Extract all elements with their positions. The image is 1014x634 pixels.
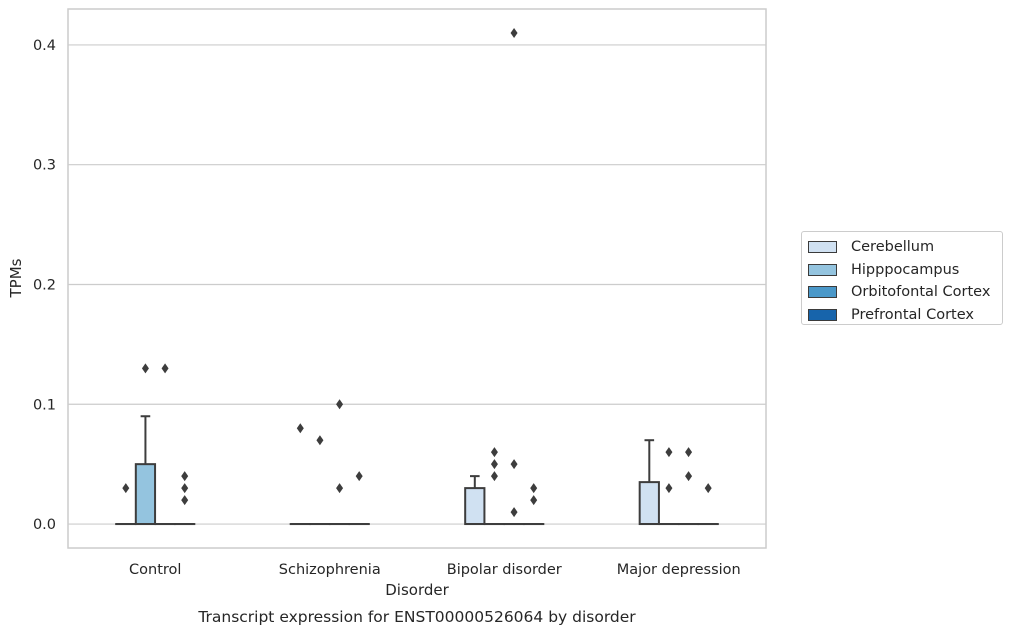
- y-tick-labels: 0.0 0.1 0.2 0.3 0.4: [33, 38, 56, 533]
- y-tick-label: 0.2: [33, 277, 56, 293]
- boxes: [115, 415, 719, 526]
- legend-item: Prefrontal Cortex: [808, 304, 1002, 327]
- chart-caption: Transcript expression for ENST0000052606…: [197, 608, 636, 626]
- x-tick-label: Major depression: [617, 562, 741, 578]
- legend-label: Prefrontal Cortex: [851, 307, 974, 324]
- outlier-point: [510, 27, 518, 38]
- outlier-point: [181, 483, 189, 494]
- outlier-point: [530, 483, 538, 494]
- y-tick-label: 0.1: [33, 397, 56, 413]
- x-tick-labels: Control Schizophrenia Bipolar disorder Majo…: [129, 562, 741, 578]
- outlier-point: [704, 483, 712, 494]
- legend-label: Orbitofontal Cortex: [851, 284, 991, 301]
- box: [464, 487, 486, 526]
- outlier-point: [685, 447, 693, 458]
- outlier-point: [336, 399, 344, 410]
- outlier-point: [665, 483, 673, 494]
- outlier-point: [530, 495, 538, 506]
- outlier-point: [510, 507, 518, 518]
- legend-item: Cerebellum: [808, 236, 1002, 259]
- outlier-point: [181, 495, 189, 506]
- legend-item: Hipppocampus: [808, 259, 1002, 282]
- outlier-point: [490, 459, 498, 470]
- outlier-point: [665, 447, 673, 458]
- outlier-point: [181, 471, 189, 482]
- legend-swatch: [808, 263, 837, 276]
- outlier-point: [316, 435, 324, 446]
- outlier-point: [141, 363, 149, 374]
- outlier-point: [355, 471, 363, 482]
- legend-item: Orbitofontal Cortex: [808, 281, 1002, 304]
- y-tick-label: 0.0: [33, 517, 56, 533]
- x-tick-label: Schizophrenia: [279, 562, 381, 578]
- box: [134, 463, 157, 526]
- x-tick-label: Control: [129, 562, 181, 578]
- outlier-point: [490, 471, 498, 482]
- legend-swatch: [808, 241, 837, 254]
- y-tick-label: 0.4: [33, 38, 56, 54]
- x-tick-label: Bipolar disorder: [447, 562, 562, 578]
- legend-label: Hipppocampus: [851, 261, 960, 278]
- outlier-point: [490, 447, 498, 458]
- outlier-point: [685, 471, 693, 482]
- outlier-markers: [122, 27, 712, 518]
- plot-area-frame: [67, 8, 767, 549]
- outlier-point: [296, 423, 304, 434]
- y-axis-label: TPMs: [7, 258, 25, 298]
- box: [638, 481, 660, 526]
- legend-swatch: [808, 286, 837, 299]
- x-axis-label: Disorder: [385, 581, 449, 599]
- legend-swatch: [808, 309, 837, 322]
- outlier-point: [122, 483, 130, 494]
- y-gridlines: [68, 44, 766, 525]
- outlier-point: [161, 363, 169, 374]
- y-tick-label: 0.3: [33, 158, 56, 174]
- outlier-point: [336, 483, 344, 494]
- outlier-point: [510, 459, 518, 470]
- legend: Cerebellum Hipppocampus Orbitofontal Corte…: [801, 231, 1003, 325]
- legend-label: Cerebellum: [851, 239, 935, 256]
